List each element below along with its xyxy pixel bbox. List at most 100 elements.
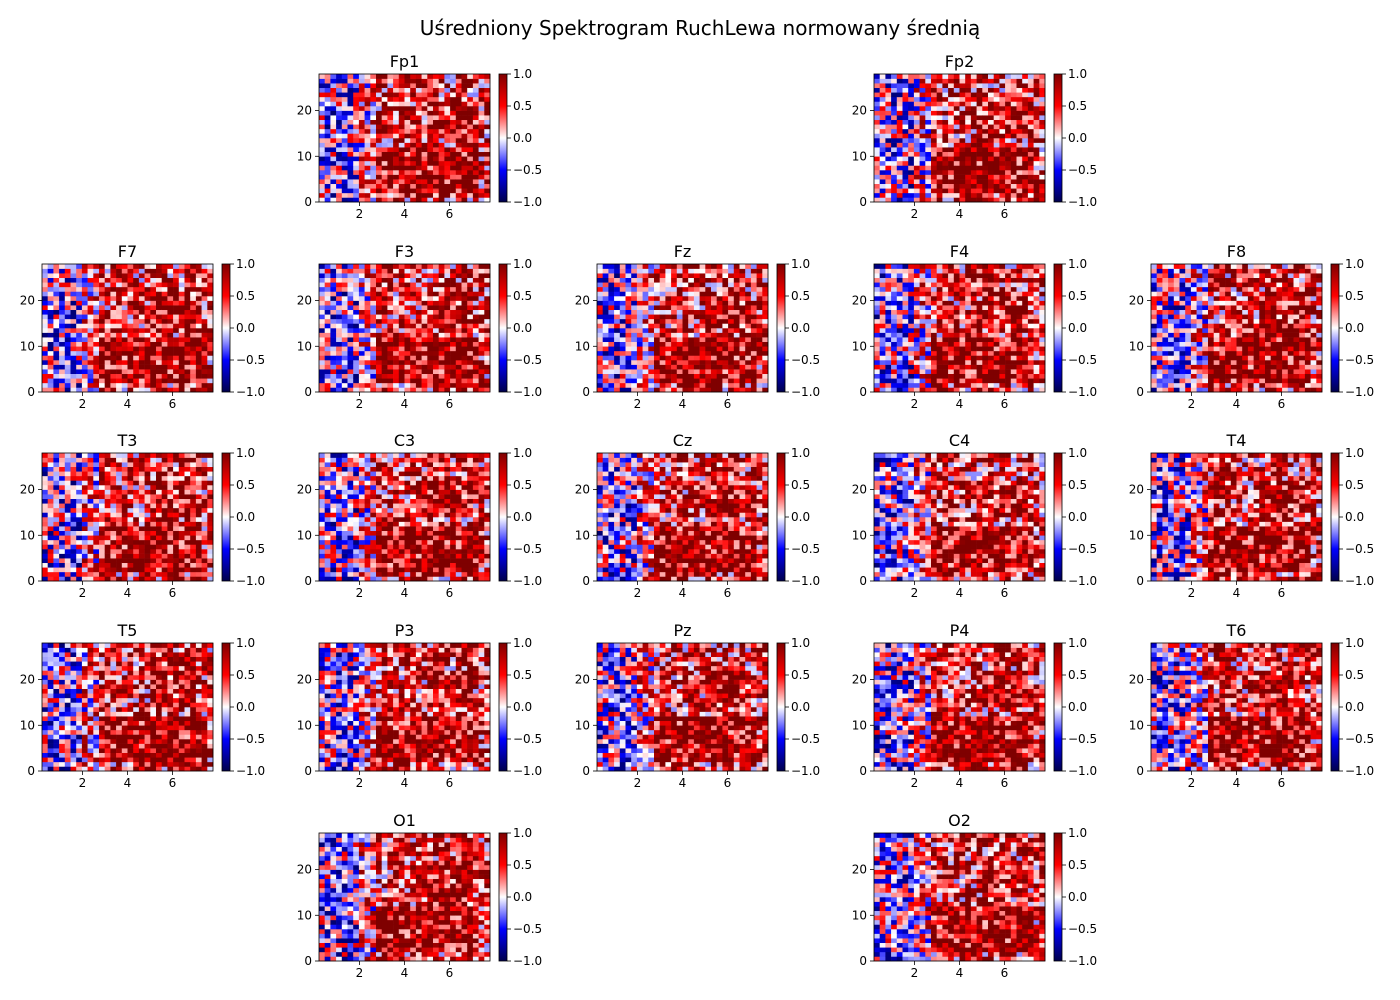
heatmap-cell [693,305,700,311]
heatmap-cell [110,264,117,269]
heatmap-cell [879,305,886,311]
heatmap-cell [207,369,214,375]
heatmap-cell [716,364,723,370]
heatmap-cell [874,179,880,185]
heatmap-cell [461,106,468,111]
heatmap-cell [178,382,185,388]
heatmap-cell [324,74,331,79]
heatmap-cell [167,364,174,370]
heatmap-cell [190,373,197,379]
heatmap-cell [931,128,937,134]
heatmap-cell [988,128,994,134]
heatmap-cell [376,309,382,315]
heatmap-cell [665,337,672,343]
heatmap-cell [99,314,105,320]
heatmap-cell [728,268,735,274]
heatmap-cell [393,291,400,297]
heatmap-cell [688,378,695,384]
heatmap-cell [421,83,428,89]
heatmap-cell [444,106,451,111]
heatmap-cell [167,382,174,388]
heatmap-cell [93,364,100,370]
heatmap-cell [341,364,348,370]
heatmap-cell [705,291,712,297]
heatmap-cell [387,273,394,279]
heatmap-cell [728,382,735,388]
heatmap-cell [948,87,955,93]
heatmap-cell [1010,128,1017,134]
heatmap-cell [427,174,434,180]
heatmap-cell [93,341,100,347]
heatmap-cell [370,188,377,194]
heatmap-cell [874,355,880,361]
heatmap-cell [936,264,943,269]
heatmap-cell [699,328,706,333]
heatmap-cell [1010,183,1017,189]
heatmap-cell [885,110,892,116]
heatmap-cell [976,110,983,116]
heatmap-cell [370,197,377,203]
heatmap-cell [597,286,603,292]
heatmap-cell [467,378,474,384]
heatmap-cell [387,341,394,347]
heatmap-cell [138,350,145,356]
heatmap-cell [948,346,955,352]
heatmap-cell [421,74,428,79]
heatmap-cell [885,282,892,288]
heatmap-cell [110,296,117,301]
heatmap-cell [688,318,695,324]
heatmap-cell [110,346,117,352]
heatmap-cell [762,282,769,288]
heatmap-cell [104,328,111,333]
heatmap-cell [908,96,915,102]
heatmap-cell [398,119,405,125]
heatmap-cell [410,273,417,279]
heatmap-cell [750,309,757,315]
heatmap-cell [608,314,615,320]
heatmap-cell [178,300,185,306]
heatmap-cell [885,364,892,370]
heatmap-cell [450,83,457,89]
heatmap-cell [597,296,603,301]
heatmap-cell [450,369,457,375]
heatmap-cell [184,268,191,274]
heatmap-cell [393,101,400,107]
heatmap-cell [87,318,94,324]
heatmap-cell [733,378,740,384]
heatmap-cell [988,309,994,315]
heatmap-cell [319,92,325,98]
heatmap-cell [184,364,191,370]
heatmap-cell [936,96,943,102]
heatmap-cell [178,355,185,361]
heatmap-cell [982,101,989,107]
heatmap-cell [59,369,66,375]
heatmap-cell [993,101,1000,107]
heatmap-cell [982,328,989,333]
heatmap-cell [716,305,723,311]
heatmap-cell [387,83,394,89]
heatmap-cell [93,264,100,269]
heatmap-cell [925,197,932,203]
heatmap-cell [948,378,955,384]
heatmap-cell [762,305,769,311]
heatmap-cell [976,350,983,356]
heatmap-cell [201,387,208,393]
heatmap-cell [614,378,621,384]
heatmap-cell [319,124,325,130]
heatmap-cell [138,309,145,315]
heatmap-cell [324,305,331,311]
heatmap-cell [393,147,400,153]
heatmap-cell [364,286,371,292]
heatmap-cell [478,174,485,180]
heatmap-cell [993,192,1000,198]
heatmap-cell [116,341,123,347]
heatmap-cell [722,364,729,370]
heatmap-cell [364,183,371,189]
heatmap-cell [404,314,411,320]
heatmap-cell [942,318,949,324]
heatmap-cell [931,138,937,143]
heatmap-cell [387,147,394,153]
heatmap-cell [608,277,615,283]
heatmap-cell [404,101,411,107]
heatmap-cell [1033,192,1040,198]
